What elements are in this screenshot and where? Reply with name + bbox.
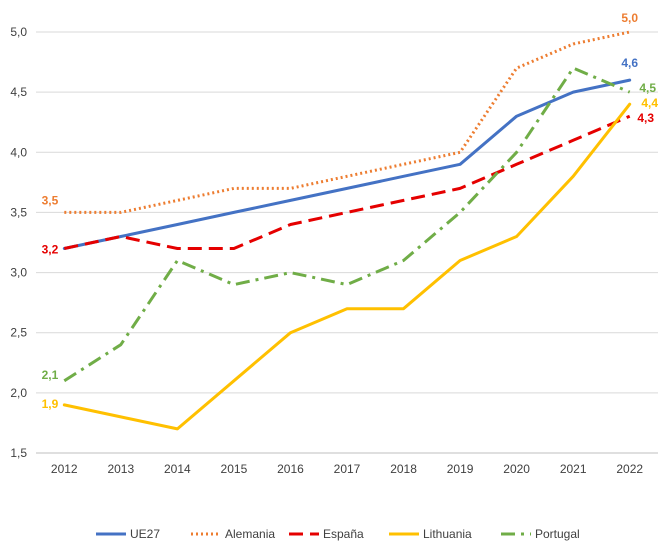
y-tick-label: 2,0 — [10, 386, 27, 400]
series-line-lithuania — [62, 102, 632, 431]
x-tick-label: 2013 — [107, 462, 134, 476]
data-label-lithuania: 1,9 — [42, 397, 59, 411]
y-tick-label: 5,0 — [10, 25, 27, 39]
x-tick-label: 2022 — [616, 462, 643, 476]
y-tick-label: 4,0 — [10, 145, 27, 159]
x-tick-label: 2017 — [334, 462, 361, 476]
x-tick-label: 2021 — [560, 462, 587, 476]
data-label-alemania: 3,5 — [42, 193, 59, 207]
legend-item-alemania: Alemania — [191, 527, 275, 541]
x-tick-label: 2015 — [221, 462, 248, 476]
series-line-ue27 — [62, 78, 632, 250]
series-line-españa — [63, 114, 631, 250]
series-line-alemania — [64, 30, 631, 214]
x-tick-label: 2014 — [164, 462, 191, 476]
data-labels: 4,6 3,5 5,0 3,2 4,3 1,9 4,4 2,1 4,5 — [42, 11, 659, 411]
legend-item-portugal: Portugal — [501, 527, 580, 541]
y-tick-label: 2,5 — [10, 326, 27, 340]
legend: UE27 Alemania España Lithuania Portugal — [96, 527, 580, 541]
x-tick-label: 2019 — [447, 462, 474, 476]
y-tick-label: 1,5 — [10, 446, 27, 460]
x-tick-label: 2012 — [51, 462, 78, 476]
axes: 1,5 2,0 2,5 3,0 3,5 4,0 4,5 5,0 2012 2013 2014 2015… — [10, 25, 658, 476]
data-label-españa: 3,2 — [42, 243, 59, 257]
data-label-portugal: 2,1 — [42, 368, 59, 382]
data-label-alemania: 5,0 — [621, 11, 638, 25]
legend-label: Lithuania — [423, 527, 472, 541]
x-tick-label: 2020 — [503, 462, 530, 476]
series-lines — [62, 30, 632, 431]
data-label-portugal: 4,5 — [639, 81, 656, 95]
x-tick-label: 2016 — [277, 462, 304, 476]
y-tick-label: 3,5 — [10, 205, 27, 219]
legend-item-ue27: UE27 — [96, 527, 160, 541]
data-label-ue27: 4,6 — [621, 56, 638, 70]
y-tick-label: 3,0 — [10, 266, 27, 280]
legend-item-lithuania: Lithuania — [389, 527, 472, 541]
gridlines — [36, 31, 658, 454]
legend-label: UE27 — [130, 527, 160, 541]
legend-item-españa: España — [289, 527, 364, 541]
data-label-lithuania: 4,4 — [641, 96, 658, 110]
y-tick-label: 4,5 — [10, 85, 27, 99]
legend-label: España — [323, 527, 364, 541]
x-tick-label: 2018 — [390, 462, 417, 476]
legend-label: Alemania — [225, 527, 275, 541]
series-line-portugal — [63, 66, 631, 383]
legend-label: Portugal — [535, 527, 580, 541]
data-label-españa: 4,3 — [637, 111, 654, 125]
